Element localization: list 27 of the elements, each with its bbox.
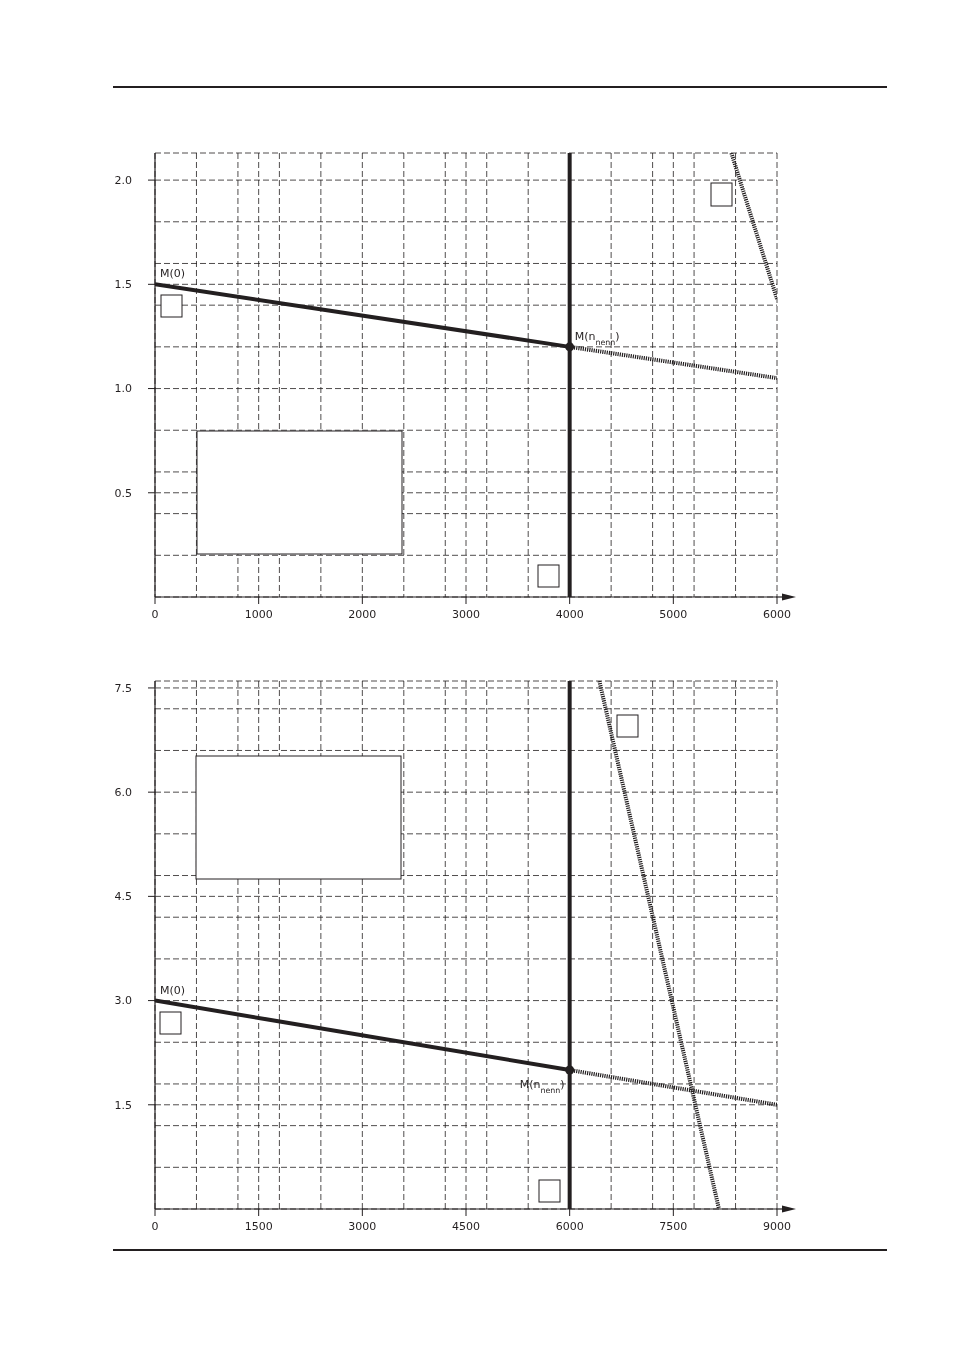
x-tick-label: 3000	[348, 1220, 377, 1233]
y-tick-label: 0.5	[114, 486, 132, 500]
annotation: M(n$_{nenn}$)	[574, 329, 620, 347]
y-tick-label: 4.5	[114, 890, 132, 904]
annotation: M(0)	[160, 267, 186, 281]
y-tick-label: 6.0	[114, 786, 132, 800]
x-tick-label: 7500	[659, 1220, 688, 1233]
x-tick-label: 1500	[244, 1220, 273, 1233]
x-tick-label: 4500	[452, 1220, 480, 1233]
y-tick-label: 2.0	[114, 173, 132, 187]
y-tick-label: 1.5	[114, 278, 132, 292]
x-tick-label: 4000	[555, 608, 584, 621]
x-tick-label: 9000	[763, 1220, 791, 1233]
x-tick-label: 5000	[659, 608, 688, 621]
x-tick-label: 0	[151, 1220, 159, 1233]
y-tick-label: 1.0	[114, 382, 132, 396]
y-tick-label: 3.0	[114, 994, 132, 1008]
x-tick-label: 6000	[555, 1220, 584, 1233]
x-tick-label: 2000	[348, 608, 377, 621]
x-tick-label: 1000	[244, 608, 273, 621]
x-tick-label: 3000	[452, 608, 480, 621]
x-tick-label: 0	[151, 608, 159, 621]
y-tick-label: 1.5	[114, 1098, 132, 1112]
annotation: M(0)	[160, 983, 186, 997]
x-tick-label: 6000	[763, 608, 791, 621]
y-tick-label: 7.5	[114, 681, 132, 695]
annotation: M(n$_{nenn}$)	[519, 1078, 565, 1095]
